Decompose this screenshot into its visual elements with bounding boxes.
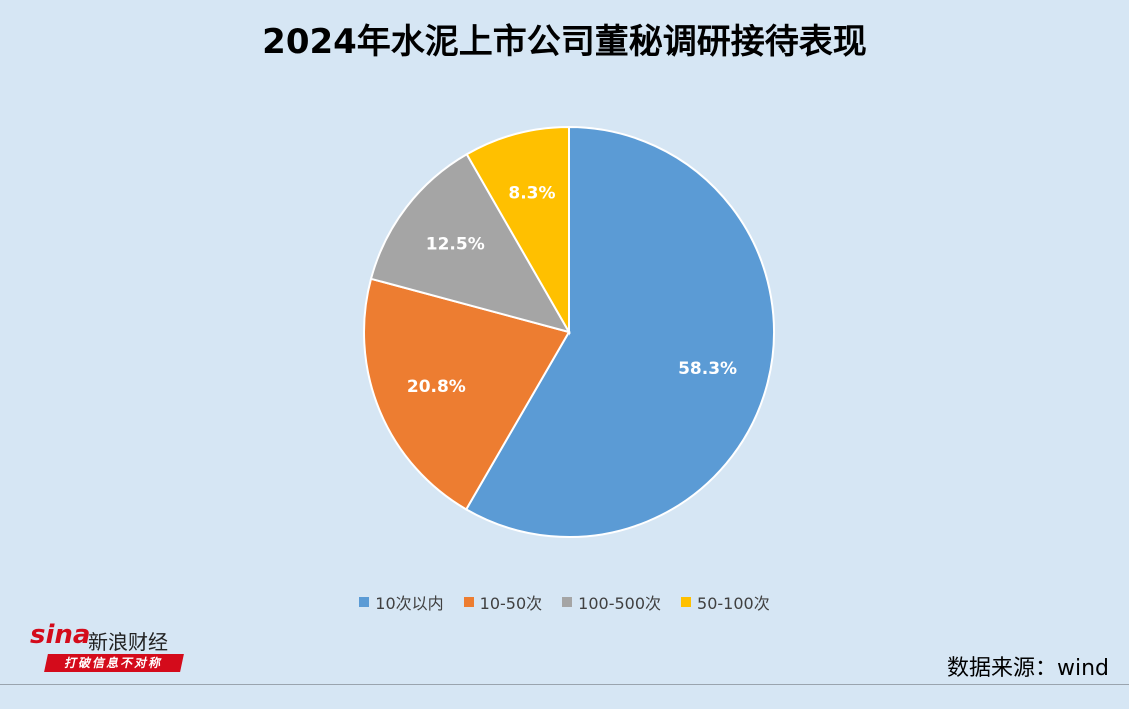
legend-label: 10-50次	[479, 594, 543, 613]
pie-slice-2	[363, 277, 571, 511]
pie-slice-3	[369, 152, 572, 334]
sina-finance-logo: sina 新浪财经 打破信息不对称	[30, 620, 190, 680]
logo-slogan: 打破信息不对称	[44, 654, 184, 672]
legend-item-3: 100-500次	[562, 590, 661, 614]
legend-label: 10次以内	[375, 594, 444, 613]
bottom-divider	[0, 684, 1129, 685]
data-label-1: 58.3%	[678, 359, 737, 379]
chart-title: 2024年水泥上市公司董秘调研接待表现	[262, 22, 867, 62]
legend-swatch	[562, 597, 573, 607]
data-source: 数据来源：wind	[946, 656, 1109, 681]
legend-item-1: 10次以内	[359, 590, 444, 614]
logo-brand: sina	[30, 620, 91, 650]
pie-slice-1	[464, 125, 775, 538]
data-label-4: 8.3%	[508, 183, 555, 203]
pie-slice-4	[465, 125, 570, 336]
legend-item-4: 50-100次	[681, 590, 770, 614]
legend-label: 50-100次	[697, 594, 770, 613]
logo-name: 新浪财经	[88, 630, 168, 654]
legend-swatch	[463, 597, 474, 607]
legend-swatch	[359, 597, 370, 607]
legend-item-2: 10-50次	[463, 590, 543, 614]
data-label-2: 20.8%	[407, 377, 466, 397]
legend: 10次以内 10-50次 100-500次 50-100次	[0, 590, 1129, 614]
legend-swatch	[681, 597, 692, 607]
legend-label: 100-500次	[578, 594, 662, 613]
data-label-3: 12.5%	[426, 235, 485, 255]
